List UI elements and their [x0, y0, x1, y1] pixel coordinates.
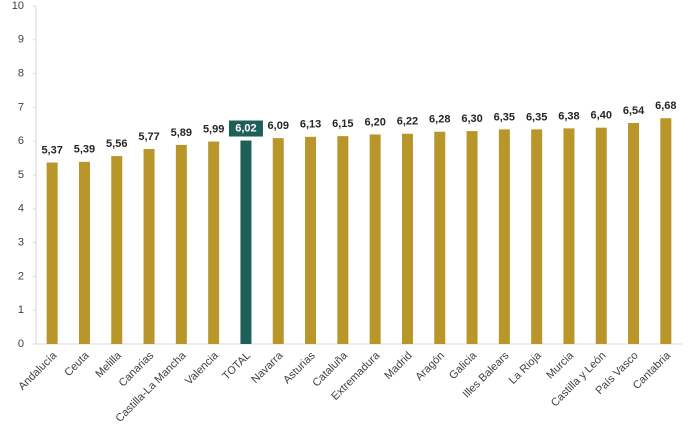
bar: [434, 131, 446, 344]
y-tick-label: 7: [18, 101, 24, 113]
y-tick-label: 9: [18, 34, 24, 46]
bar: [498, 129, 510, 344]
bar: [563, 128, 575, 344]
value-label: 5,39: [74, 144, 95, 156]
bar: [78, 161, 90, 344]
y-tick-label: 10: [12, 0, 24, 12]
value-label: 6,13: [300, 119, 321, 131]
value-label: 6,15: [332, 118, 353, 130]
value-label: 6,35: [494, 111, 515, 123]
bar: [111, 156, 123, 344]
bar: [305, 136, 317, 344]
value-label: 5,99: [203, 123, 224, 135]
bar: [369, 134, 381, 344]
y-tick-label: 3: [18, 237, 24, 249]
x-tick-label: Navarra: [249, 349, 286, 386]
value-label: 6,09: [268, 120, 289, 132]
value-label: 6,40: [591, 110, 612, 122]
x-tick-label: Andalucía: [16, 349, 60, 393]
value-label: 5,89: [171, 127, 192, 139]
y-tick-label: 0: [18, 338, 24, 350]
y-tick-label: 8: [18, 68, 24, 80]
bar: [272, 138, 284, 344]
value-label: 6,30: [461, 113, 482, 125]
bar: [46, 162, 58, 344]
bar: [175, 144, 187, 344]
bar: [208, 141, 220, 344]
value-label: 6,02: [235, 122, 256, 134]
value-label: 5,56: [106, 138, 127, 150]
x-tick-label: La Rioja: [507, 349, 545, 387]
bar: [628, 122, 640, 344]
bar: [660, 118, 672, 344]
value-label: 6,54: [623, 105, 645, 117]
value-label-box: [228, 120, 263, 137]
y-tick-label: 5: [18, 169, 24, 181]
x-tick-label: Melilla: [93, 349, 124, 380]
bar: [240, 140, 252, 344]
bar: [531, 129, 543, 344]
value-label: 6,35: [526, 111, 547, 123]
value-label: 6,68: [655, 100, 676, 112]
bar: [401, 133, 413, 344]
value-label: 5,37: [41, 144, 62, 156]
x-tick-label: Valencia: [183, 349, 221, 387]
y-tick-label: 1: [18, 304, 24, 316]
y-tick-label: 6: [18, 135, 24, 147]
y-tick-label: 2: [18, 270, 24, 282]
x-tick-label: Ceuta: [62, 349, 92, 379]
bar: [337, 136, 349, 344]
value-label: 6,28: [429, 114, 450, 126]
value-label: 6,38: [558, 110, 579, 122]
value-label: 5,77: [138, 131, 159, 143]
bar: [143, 148, 155, 344]
bar: [595, 127, 607, 345]
x-tick-label: Madrid: [382, 350, 414, 382]
x-tick-label: Aragón: [413, 350, 447, 384]
y-tick-label: 4: [18, 203, 24, 215]
bar: [466, 131, 478, 344]
value-label: 6,20: [364, 116, 385, 128]
value-label: 6,22: [397, 116, 418, 128]
